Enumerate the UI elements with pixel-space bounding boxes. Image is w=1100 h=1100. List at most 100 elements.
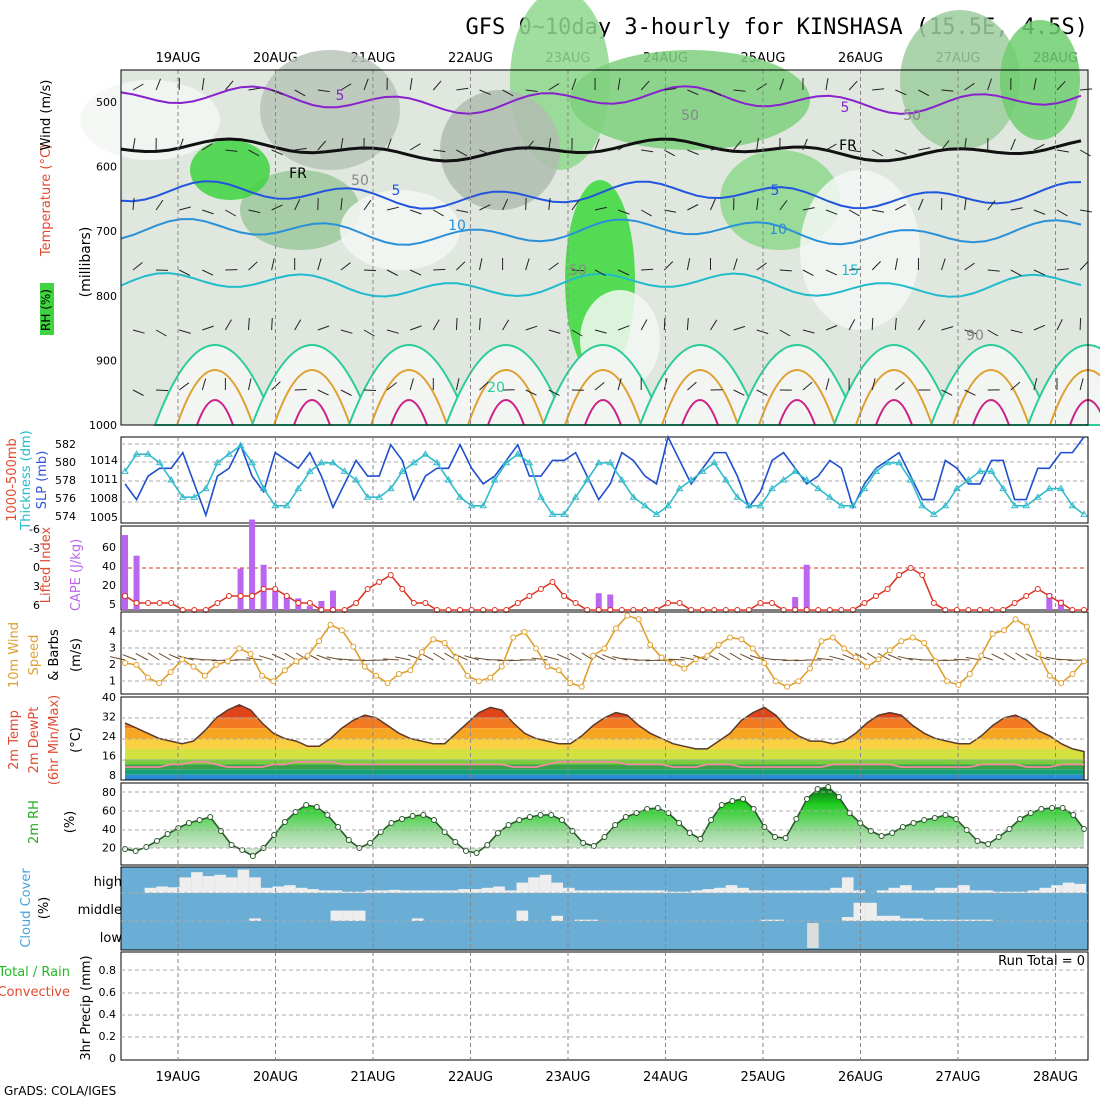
wind-speed-line-point [578,683,585,690]
thickness-line-point [571,493,580,500]
rh-line-point [889,830,896,836]
rh2m-label: 2m RH [27,800,42,844]
wind-barb [756,198,759,211]
thickness-line-point [121,467,129,474]
wind-speed-line-point [1081,658,1087,665]
wind-barb [386,138,392,151]
wind-barb [802,269,814,277]
isotherm-25 [758,369,836,426]
wind-speed-line-point [430,636,437,643]
rh-line-point [132,848,139,854]
wind-speed-line-point [418,649,425,656]
wind-barb-10m [991,653,1005,661]
wind-barb [802,329,815,334]
wind-barb [941,389,953,396]
rh-line-point [431,817,438,823]
temp-band [125,774,1084,780]
wind-barb [917,198,924,211]
wind-barb [363,78,369,91]
cloud-bar [551,915,564,921]
wind-barb [710,198,716,211]
thickness-line-point [652,510,661,517]
cloud-label: Cloud Cover [19,868,34,948]
wind-barb [756,83,768,91]
wind-barb [1079,260,1089,271]
rh-line-point [484,842,491,848]
wind-barb-10m [246,657,263,661]
thickness-line-point [825,493,834,500]
wind-barb [1033,269,1046,276]
thickness-line-point [779,476,788,483]
rh-line-point [473,850,480,856]
wind-barb [779,200,788,211]
thickness-line-point [1080,510,1088,517]
cape-bar [607,594,614,610]
cape-bar [237,568,244,610]
cloud-bar [202,876,215,893]
cloud-bar [191,872,203,893]
slp-label: SLP (mb) [35,451,50,510]
wind-barb [617,143,629,151]
cloud-bar [993,891,1005,893]
wind-barb [871,317,874,331]
thickness-line-point [259,484,268,492]
wind-barb [179,206,191,211]
wind-barb [987,200,996,211]
contour-label: 5 [841,100,850,116]
wind-barb-10m [1025,653,1039,661]
thickness-line-point [687,476,696,483]
wind-speed-line-point [201,672,208,679]
thickness-line-point [525,458,534,466]
wind-barb [409,269,422,276]
wind-speed-line-point [487,674,494,681]
wind-barb [248,378,252,391]
wind-barb [548,138,552,151]
wind-speed-line-point [989,630,996,637]
temp2m-label: 2m Temp [7,710,22,770]
wind-barb [640,209,652,217]
rh-line-point [1017,816,1024,822]
wind-barb-10m [464,655,480,661]
lifted-index-line-point [676,600,683,606]
wind-barb [363,389,377,391]
wind-speed-line-point [350,643,357,650]
thickness-line-point [305,467,314,474]
wind-speed-line-point [932,658,939,665]
thickness-line-point [999,484,1008,492]
thickness-line-point [906,476,915,483]
rh-line-point [409,813,416,819]
isotherm-30 [487,399,525,426]
wind-barb [687,89,699,96]
thickness-line-point [721,476,730,483]
wind-barb [894,258,898,271]
wind-barb [548,83,560,91]
thickness-line-point [213,458,222,466]
wind-barb [155,199,164,211]
temp-band [125,707,1084,718]
rh-line-point [185,820,192,826]
wind-barb [1010,138,1016,151]
wind-barb [1079,149,1091,157]
contour-label: 50 [351,173,369,189]
wind-speed-line-point [384,680,391,687]
contour-label: 50 [903,108,921,124]
date-label-top: 26AUG [838,51,883,66]
cloud-bar [260,887,273,893]
wind-speed-line-point [624,612,631,619]
rh-line-point [697,836,704,842]
wind-speed-line-point [156,680,163,687]
li-tick: -6 [29,523,40,536]
wind-barb [294,147,307,151]
wind-speed-line-point [670,660,676,667]
cloud-bar [853,890,866,893]
wind-barb-10m [718,652,731,661]
rh-line-point [122,846,128,852]
rh-region [570,50,810,150]
thickness-line-point [444,476,453,483]
isotherm-25 [952,369,1030,426]
wind-barb [548,198,551,211]
wind-barb [132,329,145,334]
wind-barb-10m [296,652,308,661]
wind-barb [409,78,413,91]
wind-barb [964,138,967,151]
